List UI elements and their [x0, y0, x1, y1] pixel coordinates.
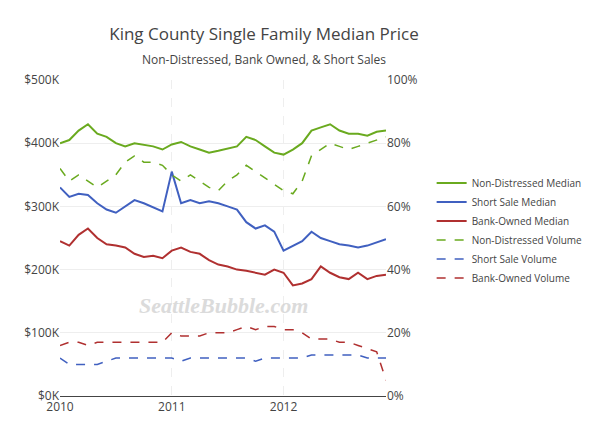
- svg-text:$0K: $0K: [38, 387, 60, 404]
- svg-text:$200K: $200K: [24, 261, 59, 278]
- svg-text:Bank-Owned Median: Bank-Owned Median: [472, 214, 570, 228]
- svg-text:Non-Distressed, Bank Owned, &: Non-Distressed, Bank Owned, & Short Sale…: [142, 51, 386, 68]
- svg-text:2012: 2012: [270, 398, 298, 415]
- svg-text:$100K: $100K: [24, 324, 59, 341]
- svg-text:Bank-Owned Volume: Bank-Owned Volume: [472, 271, 571, 285]
- svg-text:100%: 100%: [387, 71, 418, 88]
- svg-text:2011: 2011: [158, 398, 185, 415]
- svg-text:40%: 40%: [387, 261, 411, 278]
- svg-text:$500K: $500K: [24, 71, 59, 88]
- svg-text:$400K: $400K: [24, 134, 59, 151]
- svg-text:Short Sale Volume: Short Sale Volume: [472, 252, 558, 266]
- svg-text:2010: 2010: [46, 398, 74, 415]
- svg-text:Short Sale Median: Short Sale Median: [472, 195, 557, 209]
- svg-text:King County Single Family Medi: King County Single Family Median Price: [109, 22, 419, 45]
- svg-text:Non-Distressed Volume: Non-Distressed Volume: [472, 233, 582, 247]
- svg-text:0%: 0%: [387, 387, 404, 404]
- svg-text:Non-Distressed Median: Non-Distressed Median: [472, 176, 582, 190]
- svg-text:20%: 20%: [387, 324, 411, 341]
- svg-text:80%: 80%: [387, 134, 411, 151]
- svg-text:60%: 60%: [387, 198, 411, 215]
- svg-text:SeattleBubble.com: SeattleBubble.com: [139, 293, 308, 318]
- svg-text:$300K: $300K: [24, 198, 59, 215]
